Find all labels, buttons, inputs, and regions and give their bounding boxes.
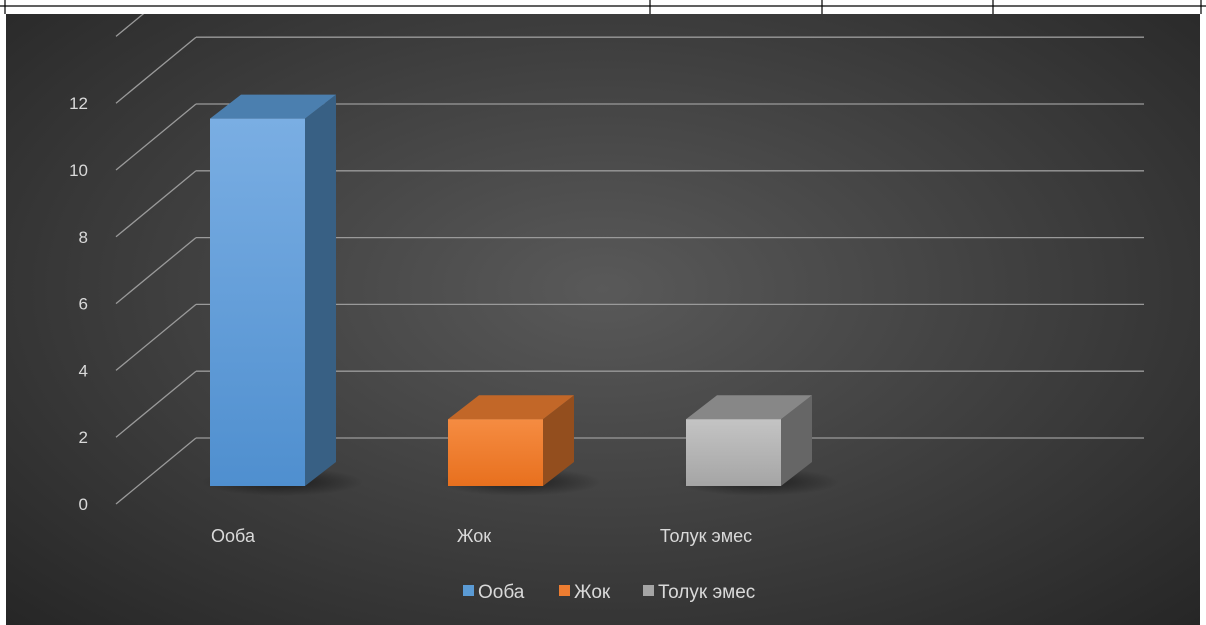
gridline-depth — [115, 237, 197, 305]
bar-top-1 — [210, 94, 336, 119]
legend-swatch — [643, 585, 654, 596]
y-tick-label: 10 — [69, 161, 88, 180]
x-category-label: Ооба — [211, 526, 256, 546]
y-tick-label: 12 — [69, 94, 88, 113]
bar-top-2 — [448, 395, 574, 420]
bar-chart: 0 2 4 6 8 10 12 Ооба Жок Толук эмес Ооба Жок Толук … — [69, 14, 1144, 603]
x-category-label: Толук эмес — [660, 526, 752, 546]
legend-label: Ооба — [478, 582, 525, 603]
gridline-depth — [115, 170, 197, 238]
bar-1 — [210, 118, 305, 486]
gridline-depth — [115, 103, 197, 171]
gridline-depth — [115, 437, 197, 505]
gridline-depth — [115, 36, 197, 104]
gridline-depth — [115, 14, 145, 37]
gridline-depth — [115, 303, 197, 371]
gridline-depth — [115, 370, 197, 438]
y-tick-label: 0 — [79, 495, 88, 514]
legend-swatch — [559, 585, 570, 596]
bar-2 — [448, 419, 543, 486]
bar-side-3 — [781, 395, 812, 486]
table-border-strip — [0, 0, 1206, 14]
y-tick-label: 4 — [79, 361, 88, 380]
y-tick-label: 6 — [79, 295, 88, 314]
bar-side-1 — [305, 94, 336, 486]
y-tick-label: 8 — [79, 228, 88, 247]
x-category-label: Жок — [457, 526, 491, 546]
legend-label: Толук эмес — [658, 582, 755, 603]
legend-swatch — [463, 585, 474, 596]
legend-label: Жок — [574, 582, 611, 603]
y-tick-label: 2 — [79, 428, 88, 447]
bar-top-3 — [686, 395, 812, 420]
bar-side-2 — [543, 395, 574, 486]
bar-3 — [686, 419, 781, 486]
chart-area: 0 2 4 6 8 10 12 Ооба Жок Толук эмес Ооба Жок Толук … — [6, 14, 1200, 625]
